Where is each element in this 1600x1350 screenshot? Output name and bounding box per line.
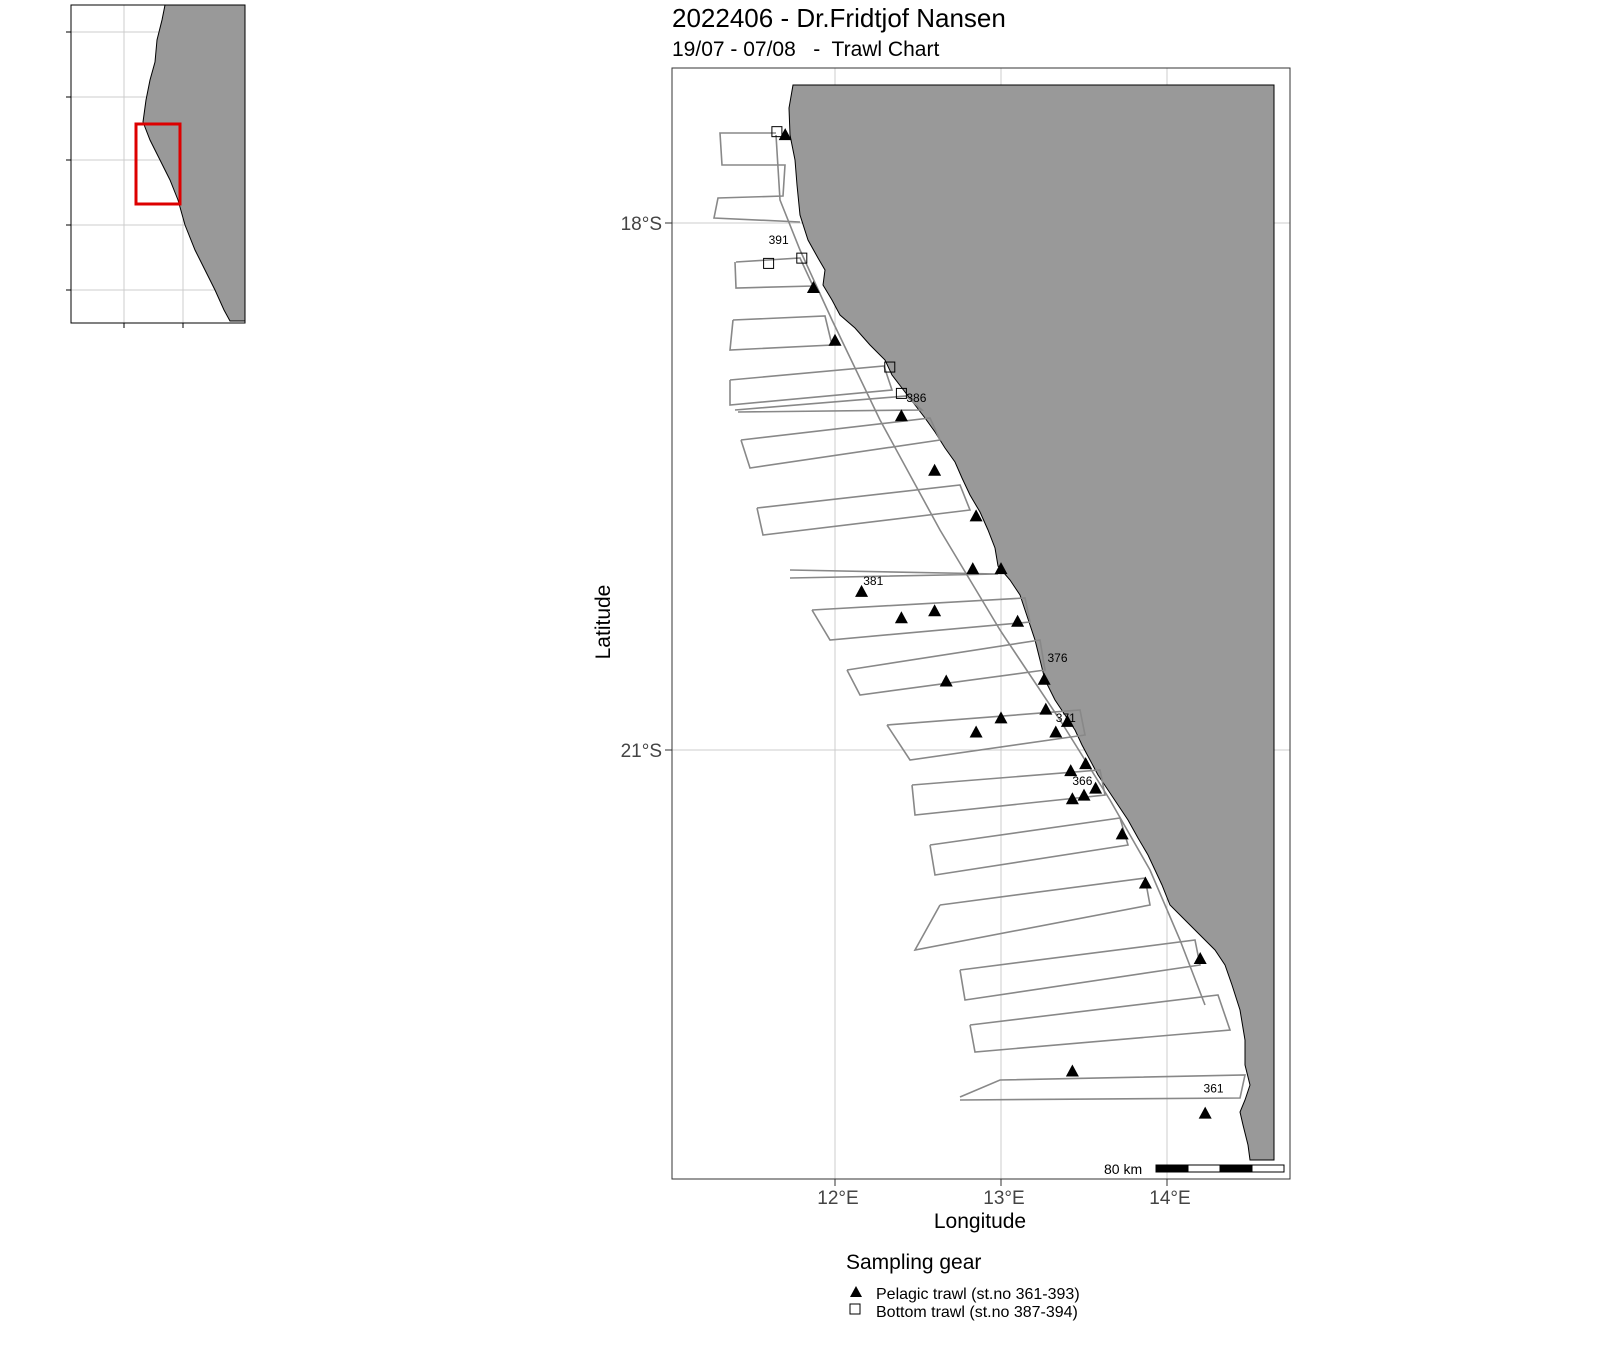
bottom-station-marker (796, 252, 808, 264)
station-label: 391 (769, 233, 789, 247)
bottom-station-marker (884, 361, 896, 373)
inset-ticks (66, 31, 184, 328)
x-tick-12e: 12°E (817, 1188, 858, 1209)
station-label: 376 (1047, 651, 1067, 665)
pelagic-station-marker (1079, 757, 1093, 770)
station-labels-layer: 391 386 381 376 371 366 361 (769, 233, 1224, 1095)
pelagic-station-marker (1193, 952, 1207, 965)
legend-title: Sampling gear (846, 1251, 981, 1274)
legend-item-pelagic: Pelagic trawl (st.no 361-393) (876, 1286, 1080, 1303)
overview-inset-map (66, 4, 246, 328)
inset-frame (70, 4, 246, 324)
legend-item-bottom: Bottom trawl (st.no 387-394) (876, 1304, 1078, 1321)
pelagic-station-marker (894, 409, 908, 422)
pelagic-station-marker (969, 725, 983, 738)
pelagic-station-marker (1065, 792, 1079, 805)
station-label: 386 (906, 391, 926, 405)
pelagic-station-marker (1089, 781, 1103, 794)
main-map-panel: 80 km 391 386 381 376 371 366 361 (671, 67, 1291, 1180)
bottom-station-marker (763, 257, 775, 269)
pelagic-station-marker (966, 562, 980, 575)
pelagic-station-marker (928, 463, 942, 476)
pelagic-station-marker (994, 562, 1008, 575)
y-tick-18s: 18°S (621, 214, 662, 235)
pelagic-station-marker (928, 604, 942, 617)
pelagic-station-marker (894, 611, 908, 624)
station-label: 361 (1204, 1082, 1224, 1096)
pelagic-station-marker (1049, 725, 1063, 738)
pelagic-station-marker (1039, 702, 1053, 715)
chart-subtitle: 19/07 - 07/08 - Trawl Chart (672, 38, 939, 61)
pelagic-station-marker (806, 280, 820, 293)
y-tick-21s: 21°S (621, 741, 662, 762)
pelagic-station-marker (778, 128, 792, 141)
legend: Sampling gear Pelagic trawl (st.no 361-3… (846, 1251, 1080, 1321)
station-label: 381 (863, 574, 883, 588)
x-axis-title: Longitude (934, 1210, 1026, 1233)
pelagic-station-marker (969, 509, 983, 522)
pelagic-station-marker (1011, 614, 1025, 627)
legend-symbol-square (849, 1303, 861, 1315)
legend-symbol-triangle (850, 1286, 862, 1297)
pelagic-station-marker (1138, 876, 1152, 889)
bottom-station-marker (895, 387, 907, 399)
inset-study-area-box (134, 122, 182, 206)
pelagic-station-marker (939, 674, 953, 687)
pelagic-station-marker (1060, 714, 1074, 727)
scale-bar-label: 80 km (1104, 1161, 1142, 1177)
stations-layer (763, 126, 1212, 1119)
map-frame (671, 67, 1291, 1180)
station-label: 366 (1072, 774, 1092, 788)
bottom-station-marker (771, 126, 783, 138)
pelagic-station-marker (828, 333, 842, 346)
land-coastline (788, 84, 1275, 1161)
x-tick-13e: 13°E (983, 1188, 1024, 1209)
scale-bar: 80 km (1104, 1161, 1285, 1177)
pelagic-station-marker (1064, 764, 1078, 777)
pelagic-station-marker (855, 584, 869, 597)
y-axis-title: Latitude (592, 585, 615, 660)
pelagic-station-marker (994, 711, 1008, 724)
chart-title: 2022406 - Dr.Fridtjof Nansen (672, 3, 1006, 33)
x-tick-14e: 14°E (1149, 1188, 1190, 1209)
inset-land (142, 4, 246, 322)
axis-tick-marks (665, 222, 1168, 1186)
pelagic-station-marker (1115, 827, 1129, 840)
cruise-track (713, 132, 1246, 1101)
pelagic-station-marker (1037, 672, 1051, 685)
pelagic-station-marker (1198, 1106, 1212, 1119)
station-label: 371 (1056, 711, 1076, 725)
pelagic-station-marker (1077, 788, 1091, 801)
pelagic-station-marker (1065, 1064, 1079, 1077)
